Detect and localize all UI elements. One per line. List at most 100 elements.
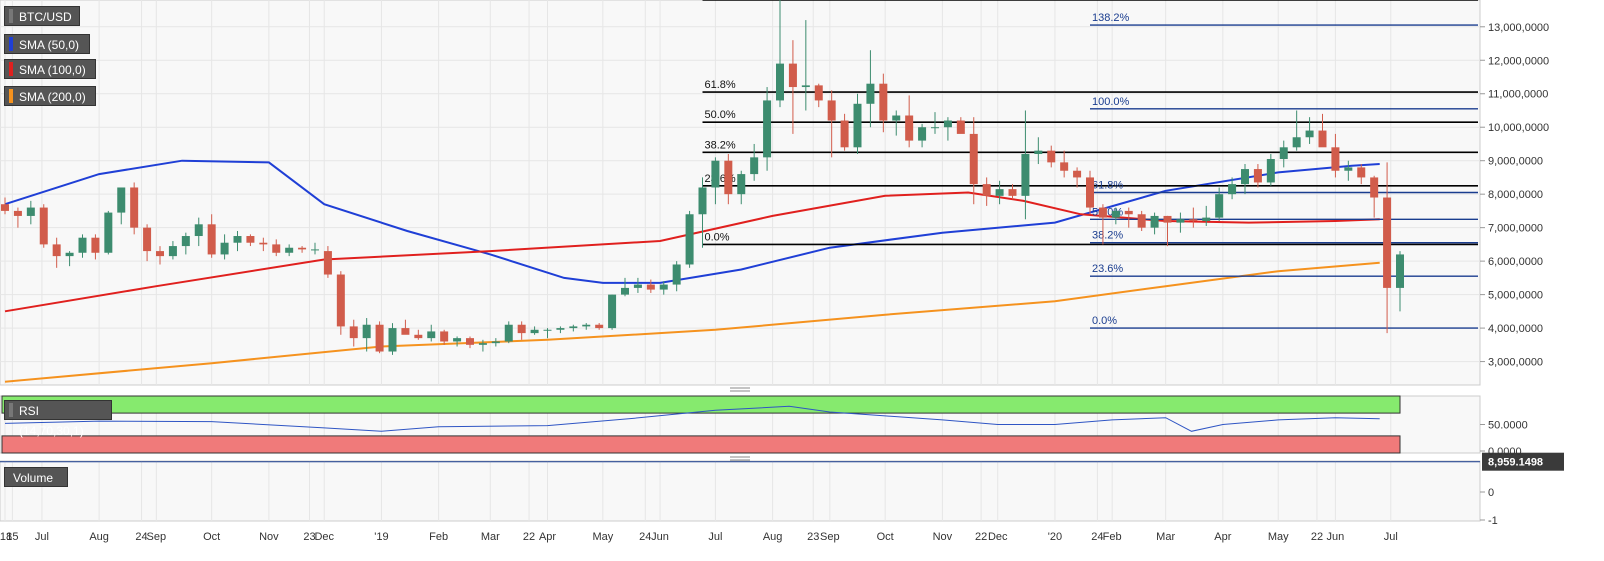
candle-body bbox=[349, 326, 358, 339]
candle-body bbox=[1189, 219, 1198, 221]
candle bbox=[750, 143, 759, 181]
fib-level-label: 0.0% bbox=[705, 231, 730, 243]
x-tick-label: Jul bbox=[708, 531, 722, 543]
volume-label: Volume bbox=[13, 471, 54, 485]
candle-body bbox=[194, 224, 203, 237]
candle-body bbox=[453, 338, 462, 342]
candle-body bbox=[711, 160, 720, 188]
candle bbox=[595, 323, 604, 330]
candle bbox=[1215, 187, 1224, 221]
sma100-tag[interactable]: SMA (100,0) bbox=[4, 59, 96, 79]
candle bbox=[776, 0, 784, 108]
sma50-label: SMA (50,0) bbox=[19, 38, 80, 52]
rsi-line bbox=[4, 405, 1380, 432]
candle-body bbox=[763, 100, 772, 158]
sma200-label: SMA (200,0) bbox=[19, 90, 86, 104]
x-tick-label: Mar bbox=[1156, 531, 1175, 543]
sma50-swatch bbox=[9, 37, 13, 51]
x-tick-label: Dec bbox=[314, 531, 334, 543]
candle bbox=[685, 210, 694, 268]
x-tick-label: Feb bbox=[1103, 531, 1122, 543]
candle-body bbox=[892, 115, 901, 121]
candle bbox=[840, 113, 849, 151]
candle bbox=[1331, 133, 1340, 178]
x-tick-label: Apr bbox=[539, 531, 556, 543]
candle-body bbox=[801, 85, 810, 88]
candle bbox=[13, 207, 22, 228]
candle bbox=[982, 177, 991, 206]
sma50-tag[interactable]: SMA (50,0) bbox=[4, 34, 90, 54]
rsi-tag[interactable]: RSI (14,70,30,1) bbox=[4, 400, 112, 438]
candle-body bbox=[440, 331, 449, 342]
candle-body bbox=[1266, 159, 1275, 183]
x-tick-label: Jul bbox=[1384, 531, 1398, 543]
symbol-swatch bbox=[9, 9, 13, 23]
candle bbox=[117, 187, 126, 225]
candle bbox=[78, 234, 87, 258]
candle bbox=[1370, 175, 1379, 218]
candle bbox=[1228, 177, 1237, 200]
candle-body bbox=[866, 83, 875, 104]
candle bbox=[1034, 137, 1043, 165]
sma200-tag[interactable]: SMA (200,0) bbox=[4, 86, 96, 106]
candle bbox=[530, 326, 539, 335]
rsi-tick-label: 0.0000 bbox=[1488, 446, 1522, 458]
candle bbox=[298, 246, 307, 253]
candle bbox=[763, 87, 772, 171]
candle-body bbox=[1344, 167, 1353, 171]
sma-line-200 bbox=[4, 261, 1380, 383]
candle-body bbox=[608, 294, 617, 329]
candle bbox=[556, 326, 565, 334]
candle bbox=[569, 324, 578, 332]
candle bbox=[1086, 170, 1094, 215]
candle-body bbox=[569, 326, 578, 329]
candle-body bbox=[1331, 147, 1340, 171]
candle bbox=[1202, 205, 1211, 226]
candle-body bbox=[1034, 150, 1043, 154]
y-tick-label: 6,000,0000 bbox=[1488, 256, 1543, 268]
candle bbox=[582, 323, 591, 330]
candle-body bbox=[1008, 189, 1017, 196]
candle bbox=[1253, 164, 1262, 188]
y-tick-label: 7,000,0000 bbox=[1488, 223, 1543, 235]
candle bbox=[737, 170, 746, 205]
candle-body bbox=[943, 120, 952, 128]
candle-body bbox=[1305, 130, 1314, 138]
symbol-tag[interactable]: BTC/USD bbox=[4, 6, 80, 26]
candle bbox=[207, 214, 216, 258]
candle-body bbox=[1357, 167, 1366, 178]
x-tick-label: Sep bbox=[147, 531, 167, 543]
candle-body bbox=[311, 249, 319, 251]
x-tick-label: Dec bbox=[988, 531, 1008, 543]
candle-body bbox=[91, 237, 100, 253]
volume-tag[interactable]: Volume bbox=[4, 467, 68, 487]
candle-body bbox=[104, 212, 113, 253]
candle-body bbox=[1047, 150, 1056, 163]
candle-body bbox=[1318, 130, 1327, 148]
y-tick-label: 8,000,0000 bbox=[1488, 189, 1543, 201]
candle-body bbox=[13, 210, 22, 216]
candle-body bbox=[259, 242, 268, 245]
x-tick-label: Aug bbox=[763, 531, 783, 543]
candle-body bbox=[969, 133, 978, 185]
candle bbox=[362, 318, 371, 352]
candle-body bbox=[246, 236, 255, 243]
fib-level-label: 23.6% bbox=[1092, 263, 1123, 275]
rsi-label: RSI (14,70,30,1) bbox=[19, 404, 84, 438]
candle bbox=[918, 123, 927, 148]
x-tick-label: 22 bbox=[975, 531, 987, 543]
candle-body bbox=[659, 284, 668, 290]
candle-body bbox=[52, 244, 61, 257]
candle-body bbox=[1215, 194, 1224, 218]
candle-body bbox=[918, 127, 927, 141]
x-tick-label: Jun bbox=[651, 531, 669, 543]
candle-body bbox=[323, 251, 332, 275]
candle bbox=[414, 329, 423, 340]
candle bbox=[1008, 184, 1017, 200]
candle-body bbox=[1, 204, 9, 211]
candle-body bbox=[582, 324, 591, 327]
candle bbox=[892, 110, 901, 136]
candle-body bbox=[117, 187, 126, 213]
